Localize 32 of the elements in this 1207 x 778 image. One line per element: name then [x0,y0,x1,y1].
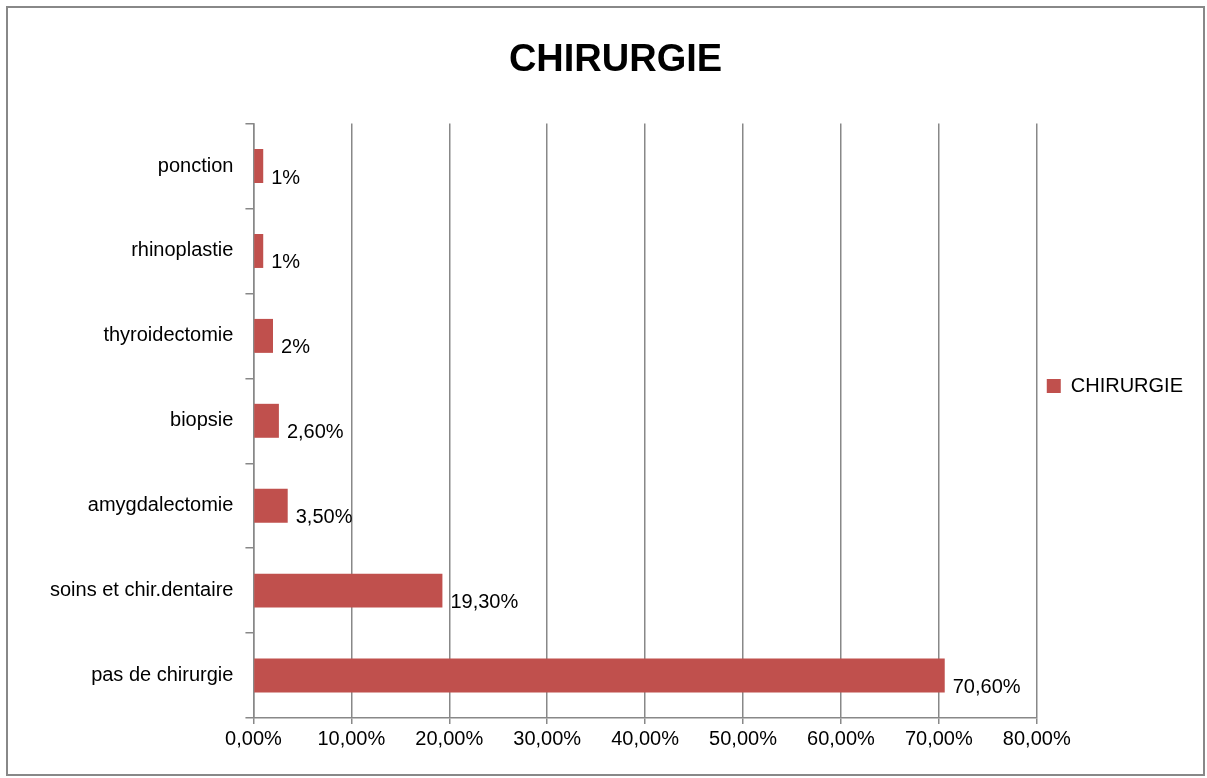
x-tick-label: 20,00% [415,726,484,749]
chart-title: CHIRURGIE [508,37,723,80]
x-tick-label: 10,00% [317,726,386,749]
y-tick-label: ponction [157,153,234,176]
bar [254,149,264,184]
bar [254,658,945,693]
bar [254,318,274,353]
y-tick-label: pas de chirurgie [91,663,234,686]
x-tick-label: 50,00% [709,726,778,749]
data-label: 1% [271,165,301,188]
y-tick-label: amygdalectomie [87,493,234,516]
data-label: 19,30% [450,590,519,613]
bar [254,233,264,268]
y-tick-label: thyroidectomie [103,323,234,346]
data-label: 2% [281,335,311,358]
y-tick-label: rhinoplastie [131,238,234,261]
x-tick-label: 0,00% [225,726,282,749]
y-tick-label: biopsie [170,408,234,431]
data-label: 3,50% [295,505,353,528]
x-tick-label: 40,00% [611,726,680,749]
bar [254,403,279,438]
y-tick-label: soins et chir.dentaire [50,578,234,601]
data-label: 70,60% [952,675,1021,698]
legend-label: CHIRURGIE [1070,373,1184,396]
bar [254,488,288,523]
bar [254,573,443,608]
x-tick-label: 30,00% [513,726,582,749]
x-tick-label: 60,00% [807,726,876,749]
x-tick-label: 80,00% [1002,726,1071,749]
data-label: 2,60% [286,420,344,443]
x-tick-label: 70,00% [904,726,973,749]
data-label: 1% [271,250,301,273]
